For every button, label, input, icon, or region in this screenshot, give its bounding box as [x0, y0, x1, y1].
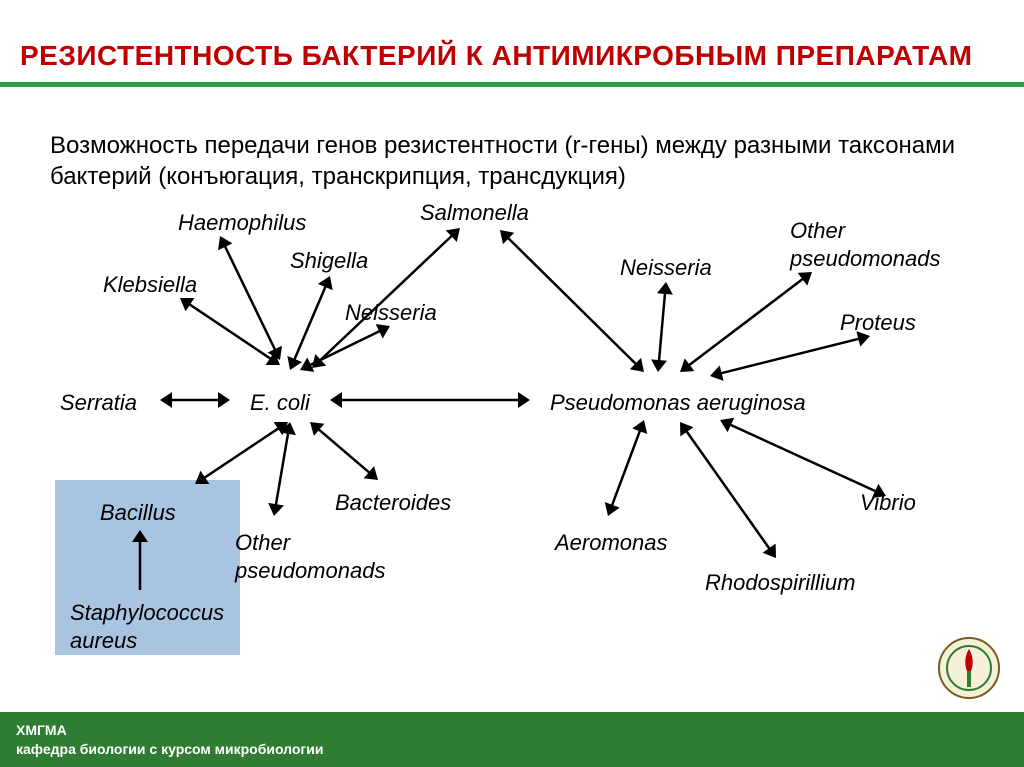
- node-haemophilus: Haemophilus: [178, 210, 306, 236]
- node-staph: Staphylococcus: [70, 600, 224, 626]
- node-other_ps2b: pseudomonads: [790, 246, 940, 272]
- node-other_ps1b: pseudomonads: [235, 558, 385, 584]
- footer-bar: ХМГМА кафедра биологии с курсом микробио…: [0, 712, 1024, 767]
- footer-text: ХМГМА кафедра биологии с курсом микробио…: [16, 721, 323, 757]
- institution-logo: [938, 637, 1000, 699]
- node-other_ps2: Other: [790, 218, 845, 244]
- node-aureus: aureus: [70, 628, 137, 654]
- slide-title: РЕЗИСТЕНТНОСТЬ БАКТЕРИЙ К АНТИМИКРОБНЫМ …: [20, 40, 1004, 72]
- footer-line2: кафедра биологии с курсом микробиологии: [16, 740, 323, 758]
- node-bacillus: Bacillus: [100, 500, 176, 526]
- node-pseudomonas: Pseudomonas aeruginosa: [550, 390, 806, 416]
- node-rhodo: Rhodospirillium: [705, 570, 855, 596]
- node-aeromonas: Aeromonas: [555, 530, 668, 556]
- node-serratia: Serratia: [60, 390, 137, 416]
- node-bacteroides: Bacteroides: [335, 490, 451, 516]
- node-neisseria2: Neisseria: [620, 255, 712, 281]
- node-neisseria1: Neisseria: [345, 300, 437, 326]
- gene-transfer-diagram: Haemophilus Shigella Salmonella Neisseria Kl…: [0, 200, 1024, 650]
- title-underline: [0, 82, 1024, 87]
- node-ecoli: E. coli: [250, 390, 310, 416]
- node-klebsiella: Klebsiella: [103, 272, 197, 298]
- footer-line1: ХМГМА: [16, 721, 323, 739]
- node-salmonella: Salmonella: [420, 200, 529, 226]
- slide-subtitle: Возможность передачи генов резистентност…: [50, 130, 974, 192]
- node-shigella: Shigella: [290, 248, 368, 274]
- node-vibrio: Vibrio: [860, 490, 916, 516]
- node-other_ps1: Other: [235, 530, 290, 556]
- node-proteus: Proteus: [840, 310, 916, 336]
